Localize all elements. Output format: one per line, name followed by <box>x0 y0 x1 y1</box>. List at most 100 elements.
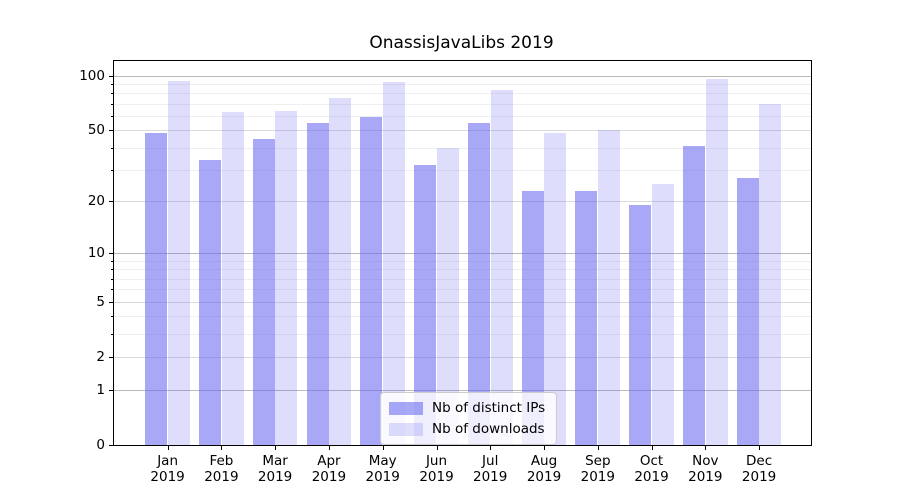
gridline-y-100-major <box>114 75 811 77</box>
x-tick-label-apr: Apr 2019 <box>311 453 347 485</box>
legend-item-downloads: Nb of downloads <box>389 421 545 437</box>
y-minor-tick-mark-80 <box>111 93 113 95</box>
x-tick-mark-dec <box>759 446 761 450</box>
gridline-y-2-mid <box>114 357 811 358</box>
x-tick-mark-feb <box>221 446 223 450</box>
y-minor-tick-mark-6 <box>111 289 113 291</box>
x-tick-mark-may <box>382 446 384 450</box>
bar-distinct-ips-jul <box>467 122 490 445</box>
bar-distinct-ips-sep <box>575 190 598 445</box>
gridline-y-90-minor <box>114 83 811 85</box>
y-tick-label-0: 0 <box>96 437 105 453</box>
x-tick-mark-sep <box>597 446 599 450</box>
bar-downloads-jun <box>436 147 459 445</box>
bar-distinct-ips-aug <box>521 190 544 445</box>
legend-label-downloads: Nb of downloads <box>432 421 545 437</box>
x-tick-label-may: May 2019 <box>365 453 400 485</box>
gridline-y-40-minor <box>114 147 811 149</box>
y-minor-tick-mark-70 <box>111 103 113 105</box>
y-tick-label-20: 20 <box>87 193 105 210</box>
x-tick-label-oct: Oct 2019 <box>634 453 669 485</box>
y-tick-label-10: 10 <box>87 245 105 261</box>
chart-title: OnassisJavaLibs 2019 <box>369 33 554 53</box>
x-tick-label-feb: Feb 2019 <box>204 453 239 485</box>
bar-downloads-oct <box>651 184 674 445</box>
gridline-y-30-minor <box>114 170 811 172</box>
x-tick-mark-aug <box>544 446 545 450</box>
bar-downloads-mar <box>275 110 298 445</box>
x-tick-label-mar: Mar 2019 <box>257 453 293 485</box>
legend: Nb of distinct IPs Nb of downloads <box>380 392 558 445</box>
x-tick-mark-mar <box>275 446 277 450</box>
gridline-y-60-minor <box>114 115 811 117</box>
legend-label-distinct-ips: Nb of distinct IPs <box>432 400 546 416</box>
bar-distinct-ips-may <box>360 117 383 445</box>
x-tick-mark-jan <box>167 446 169 450</box>
x-tick-label-jan: Jan 2019 <box>150 453 185 485</box>
gridline-y-7-minor <box>114 278 811 280</box>
gridline-y-1-major <box>114 389 811 391</box>
gridline-y-20-mid <box>114 201 811 203</box>
bar-downloads-aug <box>544 133 567 445</box>
x-tick-mark-jun <box>436 446 438 450</box>
y-minor-tick-mark-7 <box>111 278 113 280</box>
x-tick-label-dec: Dec 2019 <box>741 453 777 485</box>
gridline-y-8-minor <box>114 269 811 271</box>
bar-distinct-ips-nov <box>682 145 705 445</box>
y-minor-tick-mark-30 <box>111 170 113 172</box>
y-tick-mark-20 <box>109 201 113 203</box>
bar-downloads-jan <box>167 81 190 445</box>
bar-distinct-ips-mar <box>252 138 275 445</box>
x-tick-mark-oct <box>651 446 653 450</box>
x-tick-mark-jul <box>490 446 492 450</box>
x-tick-label-sep: Sep 2019 <box>580 453 615 485</box>
gridline-y-3-minor <box>114 334 811 335</box>
legend-swatch-downloads <box>389 422 423 436</box>
legend-item-distinct-ips: Nb of distinct IPs <box>389 400 545 416</box>
x-tick-label-nov: Nov 2019 <box>688 453 723 485</box>
bar-downloads-apr <box>329 98 352 445</box>
bar-downloads-dec <box>759 103 782 445</box>
y-tick-mark-0 <box>109 445 113 446</box>
x-tick-mark-nov <box>705 446 707 450</box>
gridline-y-10-major <box>114 253 811 254</box>
y-minor-tick-mark-60 <box>111 115 113 117</box>
bar-distinct-ips-apr <box>306 122 329 445</box>
bar-downloads-feb <box>221 112 244 445</box>
y-minor-tick-mark-3 <box>111 334 113 335</box>
y-tick-mark-1 <box>109 389 113 391</box>
gridline-y-6-minor <box>114 289 811 291</box>
y-tick-mark-5 <box>109 301 113 303</box>
y-minor-tick-mark-40 <box>111 147 113 149</box>
x-tick-label-aug: Aug 2019 <box>526 453 562 485</box>
y-minor-tick-mark-9 <box>111 260 113 262</box>
gridline-y-50-mid <box>114 130 811 132</box>
y-tick-label-2: 2 <box>96 349 105 365</box>
gridline-y-70-minor <box>114 103 811 105</box>
bar-downloads-nov <box>705 78 728 445</box>
x-tick-label-jun: Jun 2019 <box>419 453 454 485</box>
x-tick-mark-apr <box>328 446 330 450</box>
bar-distinct-ips-feb <box>199 160 222 445</box>
bar-downloads-jul <box>490 90 513 445</box>
y-tick-label-5: 5 <box>96 293 105 310</box>
bar-distinct-ips-jun <box>414 165 437 445</box>
plot-area: 100 50 20 10 5 2 1 0 Jan 2019 Feb 2019 Mar 2019 Apr 20… <box>79 60 812 485</box>
legend-swatch-distinct-ips <box>389 401 423 415</box>
y-tick-mark-100 <box>109 75 113 77</box>
x-tick-label-jul: Jul 2019 <box>473 453 508 485</box>
gridline-y-9-minor <box>114 260 811 262</box>
y-minor-tick-mark-4 <box>111 316 113 318</box>
y-tick-label-50: 50 <box>87 122 105 139</box>
y-tick-label-100: 100 <box>79 67 105 84</box>
bar-distinct-ips-oct <box>629 205 652 445</box>
y-tick-label-1: 1 <box>96 381 105 398</box>
gridline-y-4-minor <box>114 316 811 318</box>
y-tick-mark-50 <box>109 130 113 132</box>
bar-distinct-ips-dec <box>736 178 759 445</box>
bar-downloads-may <box>383 82 406 445</box>
y-tick-mark-2 <box>109 357 113 358</box>
bar-downloads-sep <box>598 130 621 445</box>
bar-distinct-ips-jan <box>145 133 168 445</box>
